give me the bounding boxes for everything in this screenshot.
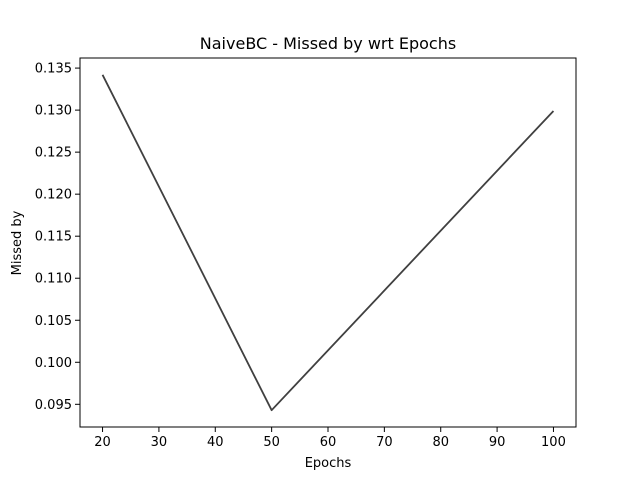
y-tick-label: 0.120 xyxy=(35,188,72,203)
y-tick-label: 0.135 xyxy=(35,62,72,77)
series-layer xyxy=(101,74,555,412)
y-tick-label: 0.110 xyxy=(35,272,72,287)
x-tick-label: 40 xyxy=(207,435,224,450)
x-tick-label: 50 xyxy=(263,435,280,450)
plot-area xyxy=(80,58,576,427)
y-axis-label: Missed by xyxy=(10,210,25,275)
x-tick-label: 100 xyxy=(541,435,566,450)
y-tick-label: 0.115 xyxy=(35,230,72,245)
x-axis-ticks: 20 30 40 50 60 70 80 90 100 xyxy=(94,427,566,450)
x-tick-label: 20 xyxy=(94,435,111,450)
chart-title: NaiveBC - Missed by wrt Epochs xyxy=(200,34,456,53)
x-tick-label: 60 xyxy=(320,435,337,450)
y-tick-label: 0.100 xyxy=(35,356,72,371)
x-axis-label: Epochs xyxy=(305,456,352,471)
x-tick-label: 30 xyxy=(151,435,168,450)
plot-frame xyxy=(79,57,577,428)
x-tick-label: 80 xyxy=(432,435,449,450)
y-tick-label: 0.095 xyxy=(35,398,72,413)
y-tick-label: 0.125 xyxy=(35,146,72,161)
y-tick-label: 0.130 xyxy=(35,104,72,119)
x-tick-label: 90 xyxy=(489,435,506,450)
x-tick-label: 70 xyxy=(376,435,393,450)
y-axis-ticks: 0.095 0.100 0.105 0.110 0.115 0.120 0.125 0.130… xyxy=(35,62,80,413)
series-line xyxy=(101,74,555,412)
y-tick-label: 0.105 xyxy=(35,314,72,329)
